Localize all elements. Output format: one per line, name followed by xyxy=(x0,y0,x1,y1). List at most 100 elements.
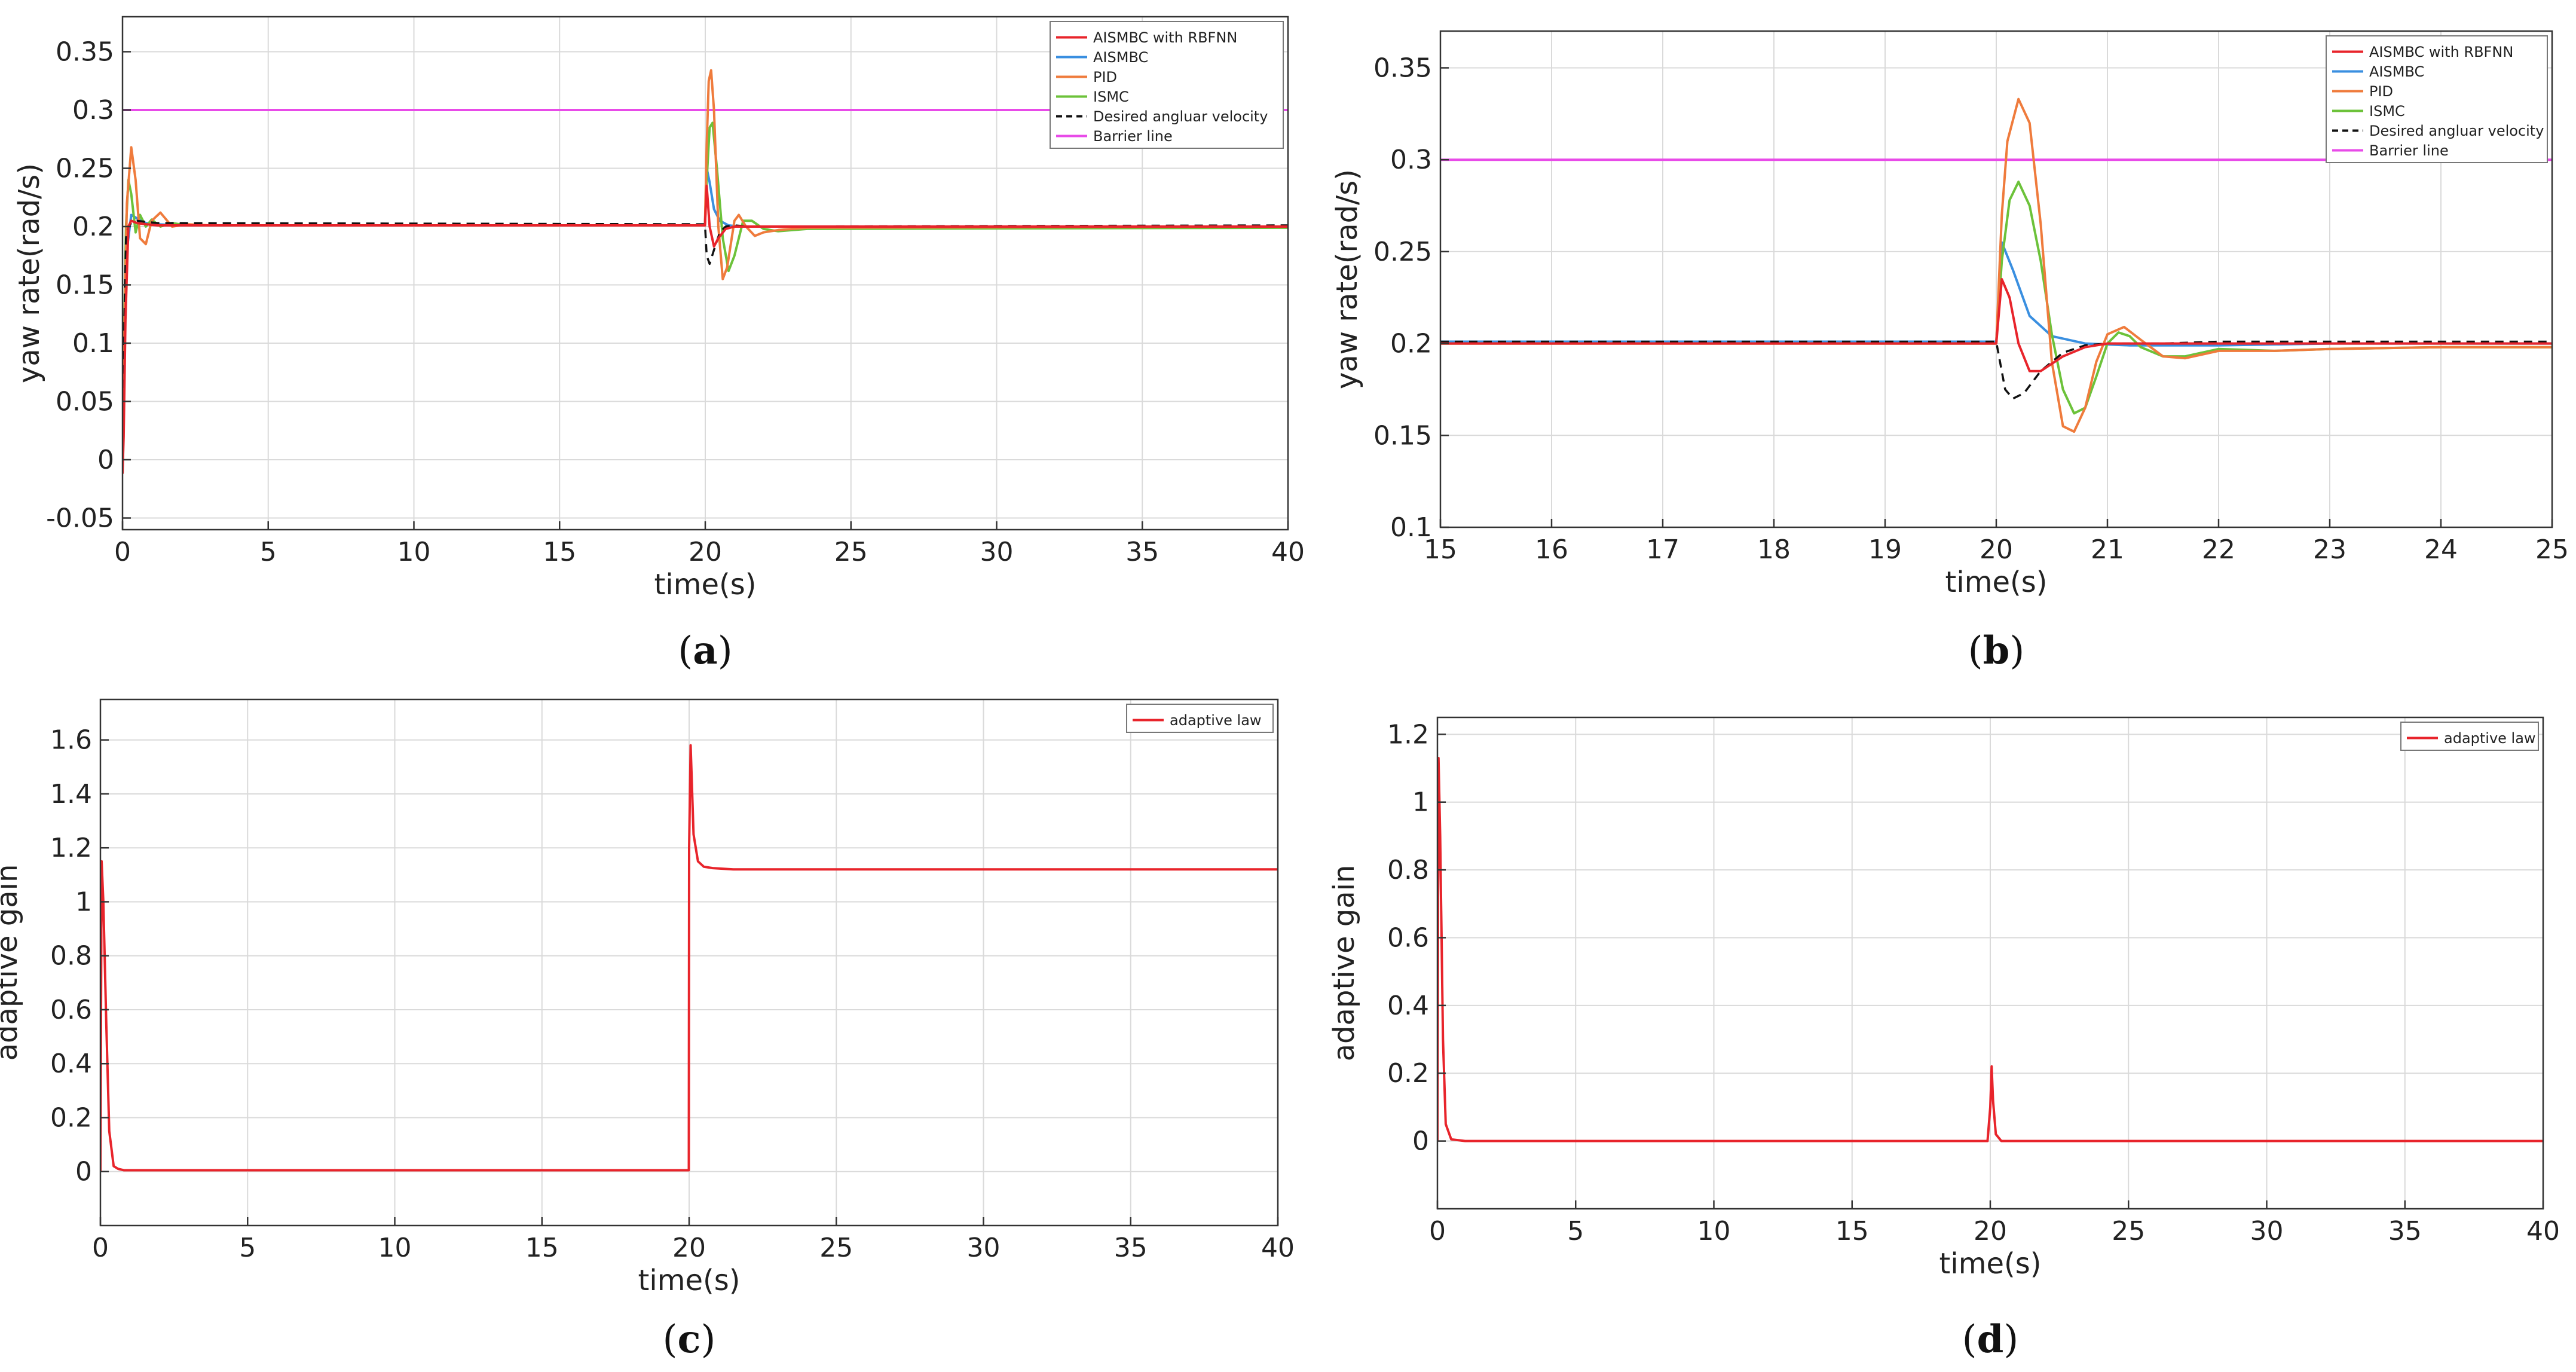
legend: AISMBC with RBFNN AISMBC PID ISMC Desired an… xyxy=(2326,35,2548,163)
y-tick-label: 0.35 xyxy=(1373,53,1432,83)
y-tick-label: 0 xyxy=(75,1157,92,1187)
x-tick-label: 10 xyxy=(1697,1216,1731,1246)
x-axis-title: time(s) xyxy=(1939,1247,2042,1281)
y-tick-label: 0.2 xyxy=(50,1102,92,1133)
y-tick-label: 0 xyxy=(1412,1126,1429,1157)
series-line-desired-angluar-velocity xyxy=(123,219,1288,460)
chart-panel-a: 0 5 10 15 20 25 30 35 40-0.0500.050.10.150.20.25… xyxy=(13,16,1305,673)
y-tick-label: 0.05 xyxy=(56,387,114,417)
panel-label: (a) xyxy=(678,628,732,673)
legend-entry: PID xyxy=(1093,69,1117,85)
panel-label: (c) xyxy=(663,1317,716,1362)
x-tick-label: 0 xyxy=(92,1233,109,1263)
x-tick-label: 40 xyxy=(1271,537,1305,567)
x-tick-label: 15 xyxy=(1424,534,1457,565)
x-tick-label: 30 xyxy=(967,1233,1001,1263)
y-tick-label: 1 xyxy=(75,887,92,917)
y-tick-label: 0.15 xyxy=(1373,420,1432,451)
legend-entry: adaptive law xyxy=(2444,730,2536,747)
y-tick-label: 1.2 xyxy=(50,833,92,863)
legend-entry: AISMBC xyxy=(2369,63,2424,80)
x-tick-label: 0 xyxy=(114,537,131,567)
legend-entry: PID xyxy=(2369,83,2393,100)
x-tick-label: 5 xyxy=(239,1233,256,1263)
x-tick-label: 25 xyxy=(2535,534,2569,565)
x-tick-label: 23 xyxy=(2313,534,2346,565)
x-tick-label: 35 xyxy=(2388,1216,2422,1246)
x-tick-label: 40 xyxy=(2526,1216,2560,1246)
x-tick-label: 25 xyxy=(834,537,868,567)
x-tick-label: 25 xyxy=(819,1233,853,1263)
legend-entry: adaptive law xyxy=(1170,712,1262,729)
x-tick-label: 20 xyxy=(1980,534,2013,565)
x-tick-label: 17 xyxy=(1646,534,1679,565)
chart-panel-d: 0 5 10 15 20 25 30 35 40 0 0.2 0.4 0.6 0.8 1 1.2 time(s)… xyxy=(1327,716,2560,1362)
x-tick-label: 16 xyxy=(1535,534,1568,565)
x-axis-title: time(s) xyxy=(638,1264,741,1297)
legend-entry: AISMBC xyxy=(1093,49,1148,66)
legend-entry: Barrier line xyxy=(1093,128,1173,145)
y-tick-label: 0.4 xyxy=(1387,991,1429,1021)
y-tick-label: 1 xyxy=(1412,787,1429,818)
series-line-aismbc-with-rbfnn xyxy=(123,184,1288,474)
x-tick-label: 25 xyxy=(2112,1216,2145,1246)
x-tick-label: 15 xyxy=(525,1233,559,1263)
x-axis-title: time(s) xyxy=(654,568,757,601)
y-tick-label: 0.1 xyxy=(72,328,114,359)
x-axis-title: time(s) xyxy=(1945,566,2048,599)
y-tick-label: 0 xyxy=(97,445,114,475)
y-tick-label: 0.15 xyxy=(56,270,114,301)
y-tick-label: 0.3 xyxy=(1390,145,1432,175)
y-tick-label: 1.2 xyxy=(1387,719,1429,750)
x-tick-label: 40 xyxy=(1261,1233,1295,1263)
x-tick-label: 15 xyxy=(1835,1216,1869,1246)
y-tick-label: 0.2 xyxy=(1390,329,1432,359)
x-tick-label: 10 xyxy=(378,1233,412,1263)
legend-entry: Desired angluar velocity xyxy=(1093,108,1268,125)
series-line-adaptive-law xyxy=(100,744,1278,1172)
x-tick-label: 35 xyxy=(1114,1233,1148,1263)
y-tick-label: 0.25 xyxy=(1373,237,1432,267)
legend-entry: AISMBC with RBFNN xyxy=(1093,29,1237,46)
panel-label: (b) xyxy=(1968,628,2025,673)
x-tick-label: 15 xyxy=(543,537,576,567)
x-tick-label: 20 xyxy=(672,1233,706,1263)
y-tick-label: 0.25 xyxy=(56,154,114,184)
y-tick-label: 1.4 xyxy=(50,779,92,809)
y-tick-label: 0.35 xyxy=(56,37,114,68)
x-tick-label: 5 xyxy=(1567,1216,1584,1246)
legend-box xyxy=(2326,35,2548,163)
legend-entry: ISMC xyxy=(1093,88,1129,105)
x-tick-label: 10 xyxy=(397,537,431,567)
x-tick-label: 24 xyxy=(2424,534,2458,565)
x-tick-label: 30 xyxy=(2250,1216,2284,1246)
legend-entry: ISMC xyxy=(2369,103,2405,120)
y-axis-title: adaptive gain xyxy=(0,864,24,1061)
series-line-aismbc-with-rbfnn xyxy=(1440,278,2552,372)
x-tick-label: 35 xyxy=(1125,537,1159,567)
legend-box xyxy=(1050,21,1284,149)
legend-entry: AISMBC with RBFNN xyxy=(2369,44,2513,60)
y-tick-label: 0.8 xyxy=(1387,855,1429,885)
y-tick-label: 0.6 xyxy=(50,995,92,1025)
chart-panel-b: 15 16 17 18 19 20 21 22 23 24 25 0.1 0.15 0.2 0.25 0.3 0… xyxy=(1330,30,2569,673)
x-tick-label: 20 xyxy=(1974,1216,2007,1246)
y-tick-label: 0.4 xyxy=(50,1049,92,1079)
x-tick-label: 5 xyxy=(260,537,277,567)
series-line-pid xyxy=(1440,97,2552,433)
y-axis-title: adaptive gain xyxy=(1327,865,1361,1062)
y-tick-label: 0.6 xyxy=(1387,922,1429,953)
y-tick-label: -0.05 xyxy=(46,503,114,534)
x-tick-label: 22 xyxy=(2202,534,2235,565)
legend: adaptive law xyxy=(1126,704,1274,733)
y-tick-label: 0.2 xyxy=(1387,1058,1429,1089)
x-tick-label: 21 xyxy=(2091,534,2124,565)
y-tick-label: 0.8 xyxy=(50,941,92,971)
legend: AISMBC with RBFNN AISMBC PID ISMC Desired an… xyxy=(1050,21,1284,149)
panel-label: (d) xyxy=(1962,1317,2019,1362)
legend-box xyxy=(1126,704,1274,733)
x-tick-label: 19 xyxy=(1868,534,1902,565)
y-tick-label: 1.6 xyxy=(50,725,92,756)
x-tick-label: 30 xyxy=(980,537,1014,567)
